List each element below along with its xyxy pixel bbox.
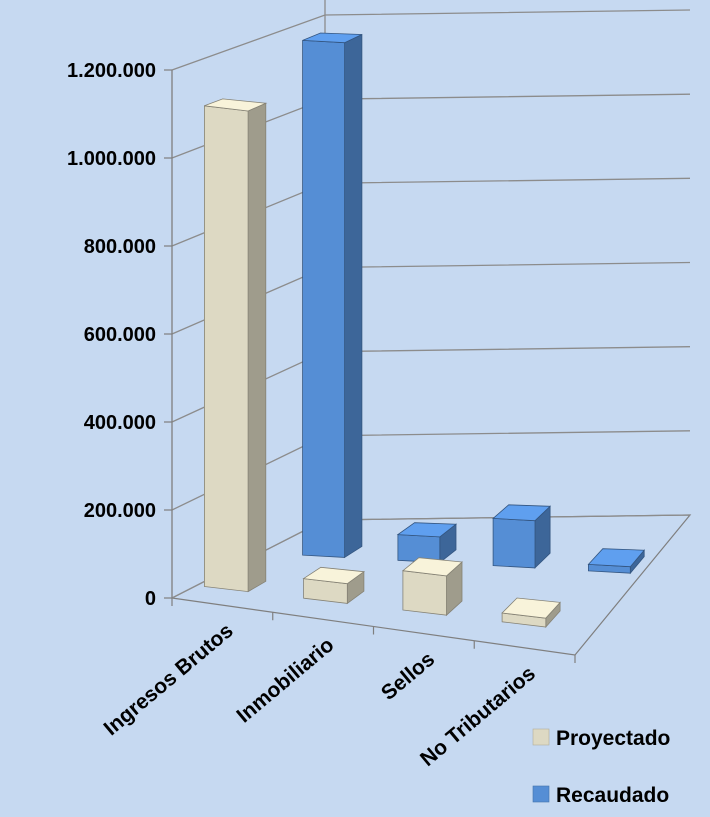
legend: Proyectado Recaudado xyxy=(532,727,670,807)
y-tick-label: 400.000 xyxy=(84,412,156,434)
y-tick-label: 0 xyxy=(145,588,156,610)
bar-top xyxy=(492,504,552,522)
bar-top xyxy=(401,557,463,577)
y-tick-label: 1.000.000 xyxy=(67,148,156,170)
y-tick-label: 200.000 xyxy=(84,500,156,522)
legend-swatch-recaudado xyxy=(532,785,550,803)
bar-side xyxy=(247,102,267,593)
bars xyxy=(203,32,646,629)
bar-front xyxy=(492,517,536,569)
y-tick-label: 800.000 xyxy=(84,236,156,258)
bar-recaudado-2 xyxy=(396,522,458,564)
bar-proyectado-3 xyxy=(401,557,463,617)
bar-side xyxy=(344,33,363,559)
back-wall xyxy=(325,0,690,520)
bar-recaudado-3 xyxy=(492,504,552,569)
bar-top xyxy=(302,566,365,585)
bar-proyectado-4 xyxy=(501,597,561,629)
bar-top xyxy=(204,98,268,112)
legend-label-recaudado: Recaudado xyxy=(556,784,669,807)
bar-recaudado-4 xyxy=(587,548,646,575)
bar-front xyxy=(402,570,447,616)
bar-front xyxy=(203,105,249,593)
bar-proyectado-1 xyxy=(203,98,268,593)
y-tick-label: 1.200.000 xyxy=(67,60,156,82)
bar-top xyxy=(396,522,458,538)
y-axis-ticks: 0 200.000 400.000 600.000 800.000 1.000.000 1.… xyxy=(67,60,576,663)
bar-recaudado-1 xyxy=(302,32,363,559)
legend-swatch-proyectado xyxy=(532,728,550,746)
legend-label-proyectado: Proyectado xyxy=(556,727,670,750)
y-tick-label: 600.000 xyxy=(84,324,156,346)
bar-top xyxy=(587,548,646,568)
bar-top xyxy=(501,597,561,619)
bar-front xyxy=(302,39,346,558)
bar-proyectado-2 xyxy=(302,566,365,605)
bar-top xyxy=(302,32,363,44)
